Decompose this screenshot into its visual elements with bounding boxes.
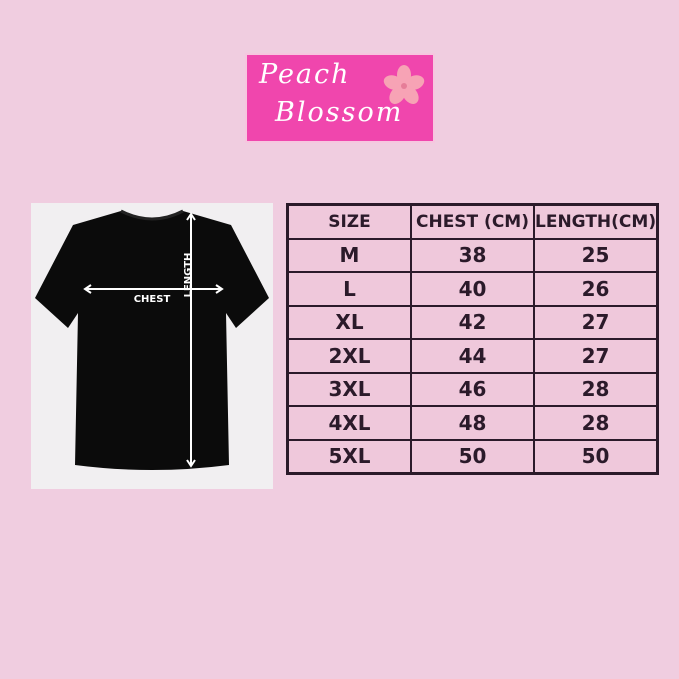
- chest-cell: 50: [410, 438, 535, 475]
- size-cell: 5XL: [286, 438, 412, 475]
- size-cell: XL: [286, 304, 412, 340]
- length-cell: 28: [533, 405, 659, 441]
- size-cell: 2XL: [286, 338, 412, 374]
- length-cell: 27: [533, 304, 659, 340]
- table-row: 5XL 50 50: [286, 438, 659, 475]
- tshirt-shape: [35, 211, 269, 470]
- chest-arrow: [83, 284, 224, 294]
- header-size: SIZE: [286, 203, 412, 240]
- length-cell: 28: [533, 371, 659, 407]
- length-label: LENGTH: [183, 253, 194, 298]
- chest-cell: 46: [410, 371, 535, 407]
- brand-logo: Peach Blossom: [245, 53, 435, 143]
- size-chart-table: SIZE CHEST (CM) LENGTH(CM) M 38 25 L 40 26 X…: [286, 203, 660, 475]
- size-cell: 3XL: [286, 371, 412, 407]
- chest-label: CHEST: [134, 294, 171, 305]
- chest-cell: 42: [410, 304, 535, 340]
- length-arrow: [186, 212, 196, 468]
- cherry-blossom-icon: [383, 65, 425, 104]
- header-chest: CHEST (CM): [410, 203, 535, 240]
- chest-cell: 44: [410, 338, 535, 374]
- size-cell: L: [286, 271, 412, 307]
- header-length: LENGTH(CM): [533, 203, 659, 240]
- chest-cell: 38: [410, 237, 535, 273]
- size-cell: 4XL: [286, 405, 412, 441]
- size-cell: M: [286, 237, 412, 273]
- length-cell: 25: [533, 237, 659, 273]
- table-row: L 40 26: [286, 271, 659, 307]
- length-cell: 26: [533, 271, 659, 307]
- table-header-row: SIZE CHEST (CM) LENGTH(CM): [286, 203, 659, 240]
- table-row: M 38 25: [286, 237, 659, 273]
- table-row: 3XL 46 28: [286, 371, 659, 407]
- logo-text-line2: Blossom: [275, 97, 404, 128]
- tshirt-measurement-image: CHEST LENGTH: [31, 203, 273, 489]
- table-row: XL 42 27: [286, 304, 659, 340]
- table-row: 4XL 48 28: [286, 405, 659, 441]
- length-cell: 50: [533, 438, 659, 475]
- table-row: 2XL 44 27: [286, 338, 659, 374]
- logo-text-line1: Peach: [259, 59, 351, 90]
- chest-cell: 48: [410, 405, 535, 441]
- length-cell: 27: [533, 338, 659, 374]
- chest-cell: 40: [410, 271, 535, 307]
